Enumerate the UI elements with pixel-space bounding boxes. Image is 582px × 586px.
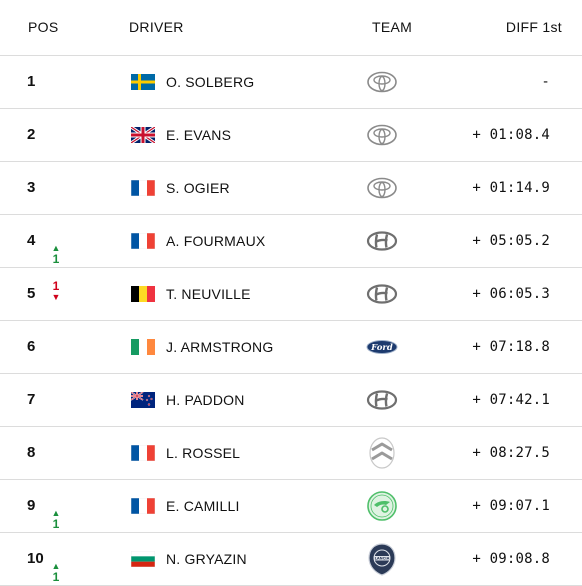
time-diff: + 07:42.1 — [472, 392, 550, 408]
position-change-value: 1 — [52, 279, 60, 293]
toyota-logo-icon — [364, 170, 400, 206]
uk-flag-icon — [131, 127, 155, 143]
table-row[interactable]: 7 H. PADDON + 07:42.1 — [0, 374, 582, 427]
position-change-up: ▲ 1 — [50, 243, 62, 265]
position-number: 10 — [27, 550, 44, 567]
table-row[interactable]: 10 ▲ 1 N. GRYAZIN LANCIA + 09:08.8 — [0, 533, 582, 586]
hyundai-logo-icon — [364, 382, 400, 418]
table-row[interactable]: 6 J. ARMSTRONG Ford + 07:18.8 — [0, 321, 582, 374]
position-change-down: 1 ▼ — [50, 280, 62, 302]
france-flag-icon — [131, 498, 155, 514]
position-number: 4 — [27, 232, 36, 249]
header-diff: DIFF 1st — [505, 19, 562, 35]
table-row[interactable]: 3 S. OGIER + 01:14.9 — [0, 162, 582, 215]
svg-text:LANCIA: LANCIA — [375, 557, 390, 561]
arrow-up-icon: ▲ — [51, 243, 61, 253]
time-diff: + 05:05.2 — [472, 233, 550, 249]
arrow-up-icon: ▲ — [51, 508, 61, 518]
time-diff: - — [541, 74, 550, 90]
driver-name[interactable]: H. PADDON — [166, 392, 245, 408]
header-driver: DRIVER — [129, 19, 184, 35]
france-flag-icon — [131, 233, 155, 249]
position-number: 1 — [27, 73, 36, 90]
position-number: 7 — [27, 391, 36, 408]
driver-name[interactable]: E. CAMILLI — [166, 498, 240, 514]
time-diff: + 07:18.8 — [472, 339, 550, 355]
arrow-up-icon: ▲ — [51, 561, 61, 571]
france-flag-icon — [131, 445, 155, 461]
table-row[interactable]: 1 O. SOLBERG - — [0, 56, 582, 109]
table-header: POS DRIVER TEAM DIFF 1st — [0, 0, 582, 56]
header-pos: POS — [28, 19, 59, 35]
time-diff: + 08:27.5 — [472, 445, 550, 461]
table-row[interactable]: 2 E. EVANS + 01:08.4 — [0, 109, 582, 162]
header-team: TEAM — [372, 19, 413, 35]
driver-name[interactable]: A. FOURMAUX — [166, 233, 266, 249]
position-change-value: 1 — [52, 570, 60, 584]
driver-name[interactable]: J. ARMSTRONG — [166, 339, 274, 355]
bulgaria-flag-icon — [131, 551, 155, 567]
position-change-up: ▲ 1 — [50, 508, 62, 530]
position-change-up: ▲ 1 — [50, 561, 62, 583]
driver-name[interactable]: N. GRYAZIN — [166, 551, 247, 567]
ford-logo-icon: Ford — [364, 329, 400, 365]
time-diff: + 01:14.9 — [472, 180, 550, 196]
table-body: 1 O. SOLBERG - 2 E. EVANS + 01:08.4 3 S. OGIER +… — [0, 56, 582, 586]
driver-name[interactable]: O. SOLBERG — [166, 74, 255, 90]
ireland-flag-icon — [131, 339, 155, 355]
driver-name[interactable]: E. EVANS — [166, 127, 232, 143]
citroen-logo-icon — [364, 435, 400, 471]
table-row[interactable]: 4 ▲ 1 A. FOURMAUX + 05:05.2 — [0, 215, 582, 268]
position-change-value: 1 — [52, 252, 60, 266]
table-row[interactable]: 9 ▲ 1 E. CAMILLI + 09:07.1 — [0, 480, 582, 533]
hyundai-logo-icon — [364, 223, 400, 259]
time-diff: + 09:08.8 — [472, 551, 550, 567]
belgium-flag-icon — [131, 286, 155, 302]
position-change-value: 1 — [52, 517, 60, 531]
time-diff: + 01:08.4 — [472, 127, 550, 143]
toyota-logo-icon — [364, 64, 400, 100]
position-number: 3 — [27, 179, 36, 196]
sweden-flag-icon — [131, 74, 155, 90]
driver-name[interactable]: S. OGIER — [166, 180, 230, 196]
hyundai-logo-icon — [364, 276, 400, 312]
new-zealand-flag-icon — [131, 392, 155, 408]
time-diff: + 09:07.1 — [472, 498, 550, 514]
position-number: 9 — [27, 497, 36, 514]
arrow-down-icon: ▼ — [51, 292, 61, 302]
svg-text:Ford: Ford — [370, 343, 393, 353]
table-row[interactable]: 5 1 ▼ T. NEUVILLE + 06:05.3 — [0, 268, 582, 321]
skoda-logo-icon — [364, 488, 400, 524]
toyota-logo-icon — [364, 117, 400, 153]
position-number: 2 — [27, 126, 36, 143]
position-number: 5 — [27, 285, 36, 302]
table-row[interactable]: 8 L. ROSSEL + 08:27.5 — [0, 427, 582, 480]
position-number: 6 — [27, 338, 36, 355]
time-diff: + 06:05.3 — [472, 286, 550, 302]
lancia-logo-icon: LANCIA — [364, 541, 400, 577]
france-flag-icon — [131, 180, 155, 196]
driver-name[interactable]: L. ROSSEL — [166, 445, 241, 461]
position-number: 8 — [27, 444, 36, 461]
driver-name[interactable]: T. NEUVILLE — [166, 286, 251, 302]
